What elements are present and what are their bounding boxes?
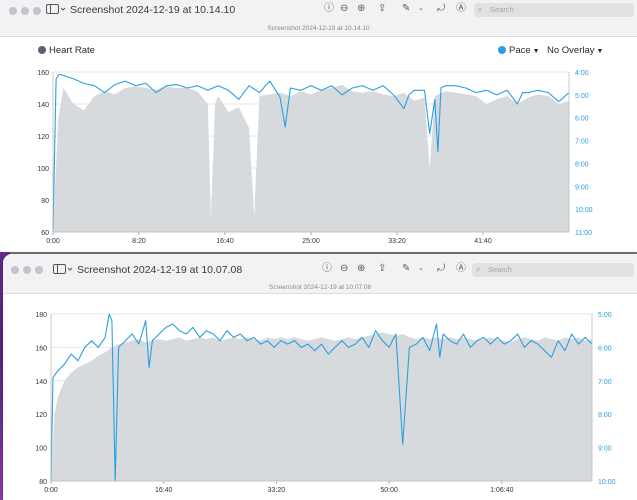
zoom-out-icon[interactable]: ⊖: [340, 3, 349, 14]
titlebar-1[interactable]: Screenshot 2024-12-19 at 10.14.10 ⓘ ⊖ ⊕ …: [0, 0, 637, 37]
c2-y-right-tick-label: 8:00: [598, 412, 612, 419]
c1-heart-rate-area: [53, 84, 569, 232]
c1-y-left-tick-label: 100: [37, 166, 49, 173]
c2-x-tick-label: 50:00: [380, 487, 398, 494]
c1-x-tick-label: 41:40: [474, 238, 492, 245]
info-icon[interactable]: ⓘ: [322, 263, 332, 274]
c2-y-right-tick-label: 7:00: [598, 379, 612, 386]
window-title: Screenshot 2024-12-19 at 10.07.08: [77, 264, 243, 276]
preview-window-2: Screenshot 2024-12-19 at 10.07.08 ⓘ ⊖ ⊕ …: [3, 254, 637, 500]
c2-y-right-tick-label: 10:00: [598, 479, 616, 486]
share-icon[interactable]: ⇪: [378, 3, 387, 14]
chevron-down-icon: ▼: [594, 48, 604, 55]
overlay-dropdown[interactable]: No Overlay ▼: [547, 45, 604, 56]
c2-y-left-tick-label: 160: [35, 345, 47, 352]
c1-x-tick-label: 33:20: [388, 238, 406, 245]
titlebar-2[interactable]: Screenshot 2024-12-19 at 10.07.08 ⓘ ⊖ ⊕ …: [3, 254, 637, 294]
c2-y-left-tick-label: 180: [35, 312, 47, 319]
c1-y-left-tick-label: 80: [41, 198, 49, 205]
c1-y-right-tick-label: 9:00: [575, 184, 589, 191]
c1-y-right-tick-label: 7:00: [575, 139, 589, 146]
rotate-icon[interactable]: ⤾: [437, 3, 446, 14]
c1-pace-line: [52, 73, 570, 233]
search-input[interactable]: ⌕ Search: [474, 3, 634, 17]
c1-y-right-tick-label: 11:00: [575, 230, 592, 237]
c1-y-right-tick-label: 4:00: [575, 70, 589, 77]
c1-y-left-tick-label: 160: [37, 70, 49, 77]
c1-y-left-tick-label: 60: [41, 230, 49, 237]
c1-y-right-tick-label: 10:00: [575, 207, 593, 214]
heart-rate-pace-chart-2: 80 100 120 140 160 180 5:00 6:00 7:00 8:00 9:00 10:…: [35, 312, 616, 494]
preview-window-1: Screenshot 2024-12-19 at 10.14.10 ⓘ ⊖ ⊕ …: [0, 0, 637, 252]
close-button[interactable]: [11, 266, 19, 274]
markup-icon[interactable]: Ⓐ: [456, 263, 466, 274]
zoom-button[interactable]: [35, 266, 43, 274]
c1-y-right-tick-label: 8:00: [575, 161, 589, 168]
c2-y-left-tick-label: 100: [35, 446, 47, 453]
c1-y-right-tick-label: 5:00: [575, 93, 589, 100]
share-icon[interactable]: ⇪: [378, 263, 387, 274]
search-input[interactable]: ⌕ Search: [472, 263, 634, 277]
c2-pace-line: [50, 313, 593, 482]
markup-chevron-icon[interactable]: ⌄: [418, 265, 424, 272]
markup-icon[interactable]: Ⓐ: [456, 3, 466, 14]
chevron-down-icon: ▼: [530, 48, 540, 55]
c1-x-tick-label: 0:00: [46, 238, 60, 245]
c2-y-left-tick-label: 140: [35, 379, 47, 386]
search-placeholder: Search: [488, 265, 512, 274]
zoom-out-icon[interactable]: ⊖: [340, 263, 349, 274]
c1-y-left-tick-label: 140: [37, 102, 49, 109]
close-button[interactable]: [9, 7, 17, 15]
c1-y-right-tick-label: 6:00: [575, 116, 589, 123]
c2-x-tick-label: 1:06:40: [490, 487, 513, 494]
c2-y-right-tick-label: 6:00: [598, 345, 612, 352]
c2-x-tick-label: 16:40: [155, 487, 173, 494]
rotate-icon[interactable]: ⤾: [437, 263, 446, 274]
c1-y-left-tick-label: 120: [37, 134, 49, 141]
search-icon: ⌕: [478, 5, 483, 14]
heart-rate-pace-chart-1: 60 80 100 120 140 160 4:00 5:00 6:00 7:00 8:00 9:00…: [37, 70, 593, 245]
markup-chevron-icon[interactable]: ⌄: [418, 5, 424, 12]
c1-x-tick-label: 16:40: [216, 238, 234, 245]
legend-heart-rate[interactable]: Heart Rate: [38, 45, 95, 56]
sidebar-toggle-icon[interactable]: [53, 264, 73, 275]
c2-x-tick-label: 0:00: [44, 487, 58, 494]
zoom-in-icon[interactable]: ⊕: [357, 3, 366, 14]
zoom-in-icon[interactable]: ⊕: [357, 263, 366, 274]
markup-pen-icon[interactable]: ✎: [402, 263, 411, 274]
c1-x-tick-label: 25:00: [302, 238, 320, 245]
minimize-button[interactable]: [21, 7, 29, 15]
c2-y-right-tick-label: 5:00: [598, 312, 612, 319]
minimize-button[interactable]: [23, 266, 31, 274]
c2-x-tick-label: 33:20: [268, 487, 286, 494]
search-placeholder: Search: [490, 5, 514, 14]
search-icon: ⌕: [476, 265, 481, 274]
c2-y-left-tick-label: 120: [35, 412, 47, 419]
c2-heart-rate-area: [51, 332, 592, 481]
legend-pace-dropdown[interactable]: Pace ▼: [498, 45, 540, 56]
c2-y-left-tick-label: 80: [39, 479, 47, 486]
pace-dot-icon: [498, 46, 506, 54]
heart-rate-dot-icon: [38, 46, 46, 54]
c1-x-tick-label: 8:20: [132, 238, 146, 245]
sidebar-toggle-icon[interactable]: [46, 4, 66, 15]
markup-pen-icon[interactable]: ✎: [402, 3, 411, 14]
info-icon[interactable]: ⓘ: [324, 3, 334, 14]
zoom-button[interactable]: [33, 7, 41, 15]
window-subtitle: Screenshot 2024-12-19 at 10.14.10: [267, 25, 370, 32]
window-subtitle: Screenshot 2024-12-19 at 10.07.08: [268, 284, 372, 291]
window-title: Screenshot 2024-12-19 at 10.14.10: [70, 4, 236, 16]
c2-y-right-tick-label: 9:00: [598, 446, 612, 453]
